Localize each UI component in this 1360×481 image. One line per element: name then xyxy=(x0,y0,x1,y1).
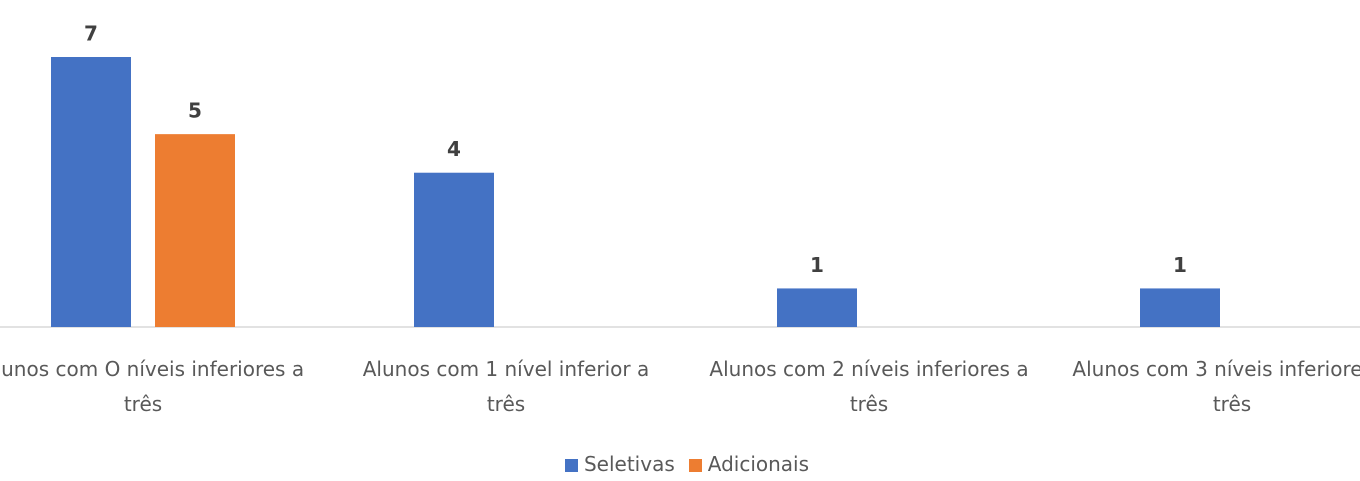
legend-label: Seletivas xyxy=(583,452,675,476)
bar xyxy=(777,288,857,327)
legend-swatch xyxy=(564,459,578,472)
x-tick-label: Alunos com 1 nível inferior a três xyxy=(362,357,650,416)
legend-swatch xyxy=(688,459,702,472)
bar xyxy=(1140,288,1220,327)
x-tick-label: Alunos com 3 níveis inferiores a três xyxy=(1072,357,1360,416)
legend-label: Adicionais xyxy=(707,452,810,476)
data-label: 4 xyxy=(447,137,461,161)
data-label: 1 xyxy=(810,253,824,277)
bar xyxy=(155,134,235,327)
legend: Seletivas Adicionais xyxy=(0,452,1360,476)
bar xyxy=(414,172,494,327)
bar xyxy=(51,57,131,327)
x-tick-label: Alunos com O níveis inferiores a três xyxy=(0,357,305,416)
data-label: 7 xyxy=(84,22,98,46)
data-label: 5 xyxy=(188,99,202,123)
data-label: 1 xyxy=(1173,253,1187,277)
x-tick-label: Alunos com 2 níveis inferiores a três xyxy=(709,357,1029,416)
